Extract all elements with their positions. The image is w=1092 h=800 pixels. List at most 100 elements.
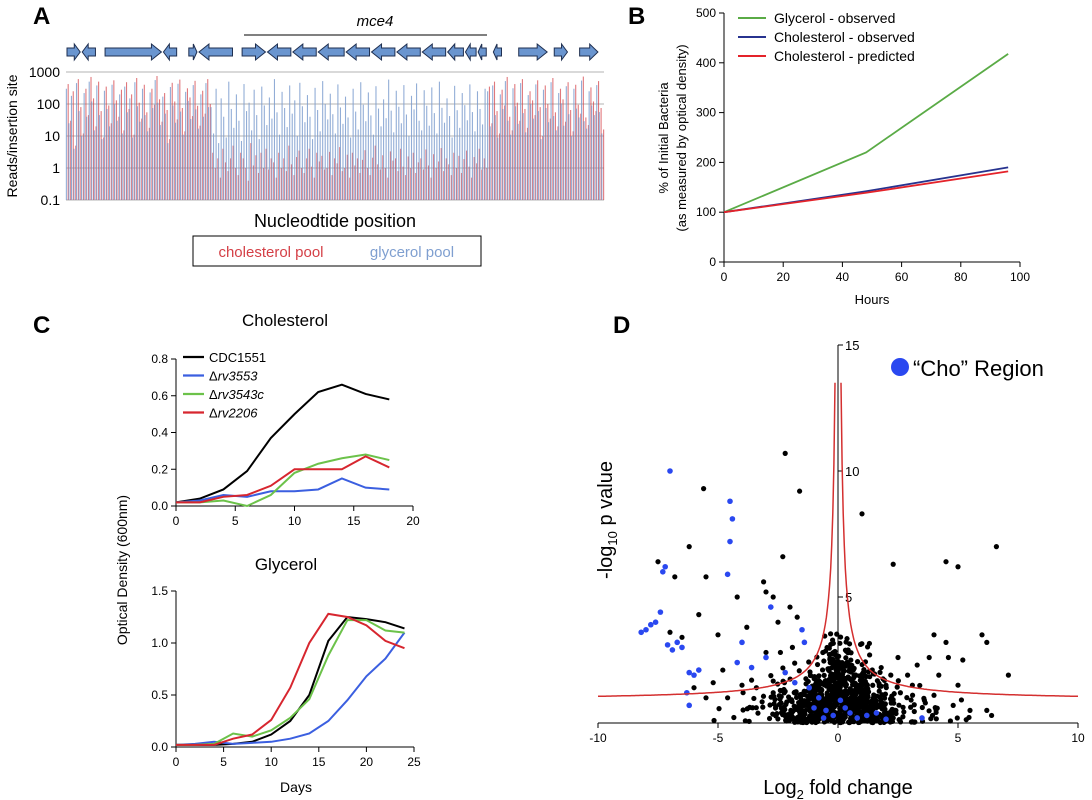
panel-a-xlabel: Nucleodtide position bbox=[254, 211, 416, 231]
volcano-point bbox=[832, 701, 838, 708]
volcano-point bbox=[806, 659, 812, 665]
volcano-point bbox=[861, 717, 867, 723]
volcano-point bbox=[849, 718, 855, 725]
cho-region-point bbox=[830, 712, 836, 719]
panel-c-ytick-label: 0.0 bbox=[151, 740, 168, 754]
panel-b-xtick-label: 20 bbox=[777, 270, 791, 284]
cho-region-point bbox=[734, 659, 740, 666]
volcano-point bbox=[895, 654, 901, 661]
volcano-point bbox=[851, 665, 857, 671]
volcano-point bbox=[775, 619, 781, 625]
panel-a-ytick-label: 1000 bbox=[29, 64, 60, 80]
volcano-point bbox=[900, 704, 906, 710]
volcano-point bbox=[846, 689, 852, 695]
panel-c-ytick-label: 1.0 bbox=[151, 636, 168, 650]
cho-region-point bbox=[648, 621, 654, 628]
volcano-point bbox=[984, 707, 990, 714]
panel-c-bottom-title: Glycerol bbox=[255, 555, 317, 574]
panel-b-ylabel-sub: (as measured by optical density) bbox=[674, 44, 689, 231]
panel-b-legend-label: Glycerol - observed bbox=[774, 10, 895, 26]
volcano-point bbox=[835, 681, 841, 688]
panel-b-xtick-label: 60 bbox=[895, 270, 909, 284]
cho-region-point bbox=[792, 679, 798, 686]
volcano-threshold-curve bbox=[598, 382, 836, 698]
volcano-point bbox=[842, 647, 849, 653]
volcano-point bbox=[917, 682, 923, 689]
cho-region-point bbox=[883, 716, 889, 723]
volcano-point bbox=[830, 685, 837, 691]
legend-delta: Δ bbox=[209, 387, 218, 402]
gene-arrow bbox=[396, 42, 421, 62]
volcano-point bbox=[667, 629, 673, 635]
volcano-point bbox=[858, 688, 864, 694]
panel-b-xtick-label: 80 bbox=[954, 270, 968, 284]
volcano-point bbox=[861, 678, 867, 685]
panel-c-legend-label: CDC1551 bbox=[209, 350, 266, 365]
volcano-point bbox=[943, 639, 949, 645]
panel-d-xtick-label: 0 bbox=[835, 731, 842, 745]
panel-b-ytick-label: 100 bbox=[696, 205, 716, 219]
cho-region-point bbox=[768, 604, 774, 610]
panel-d-xlabel-sub: 2 bbox=[797, 787, 804, 800]
panel-d-ylabel: -log10 p value bbox=[595, 461, 620, 579]
panel-c-series-line bbox=[175, 632, 406, 746]
volcano-point bbox=[744, 624, 750, 630]
volcano-point bbox=[849, 678, 855, 685]
volcano-point bbox=[857, 677, 863, 684]
volcano-point bbox=[763, 649, 769, 656]
panel-c-xtick-label: 15 bbox=[312, 755, 326, 769]
cho-region-point bbox=[638, 629, 644, 636]
volcano-point bbox=[826, 676, 832, 682]
panel-c-series-line bbox=[175, 477, 390, 504]
volcano-point bbox=[881, 695, 888, 701]
cho-region-point bbox=[674, 639, 680, 646]
legend-gene-name: rv3543c bbox=[218, 387, 265, 402]
panel-c-ytick-label: 0.8 bbox=[151, 352, 168, 366]
volcano-point bbox=[776, 693, 782, 699]
volcano-point bbox=[854, 699, 861, 705]
panel-d-xlabel-main: Log bbox=[763, 777, 796, 799]
volcano-point bbox=[908, 704, 914, 710]
cho-region-point bbox=[729, 516, 736, 522]
cho-region-point bbox=[691, 672, 697, 678]
volcano-point bbox=[839, 714, 845, 720]
panel-c-bottom-lines bbox=[175, 612, 406, 746]
volcano-point bbox=[868, 706, 874, 712]
volcano-point bbox=[787, 604, 793, 610]
cho-region-point bbox=[919, 715, 925, 721]
volcano-point bbox=[801, 719, 807, 725]
cho-region-point bbox=[727, 498, 733, 505]
legend-glycerol-pool: glycerol pool bbox=[370, 244, 454, 261]
volcano-point bbox=[908, 697, 914, 703]
volcano-point bbox=[911, 702, 917, 708]
volcano-point bbox=[859, 709, 865, 715]
volcano-point bbox=[679, 634, 685, 640]
gene-arrow bbox=[241, 42, 267, 62]
volcano-point bbox=[814, 714, 820, 721]
volcano-point bbox=[810, 685, 816, 691]
volcano-point bbox=[821, 658, 827, 664]
gene-arrow bbox=[198, 42, 233, 62]
volcano-point bbox=[703, 695, 709, 701]
gene-arrow bbox=[317, 42, 345, 62]
cho-region-point bbox=[664, 642, 671, 648]
volcano-point bbox=[827, 631, 834, 637]
panel-c-legend-label: Δrv3543c bbox=[209, 387, 264, 402]
volcano-point bbox=[884, 710, 890, 716]
volcano-point bbox=[780, 665, 786, 671]
insertion-bars bbox=[65, 75, 605, 200]
volcano-point bbox=[919, 704, 925, 711]
volcano-point bbox=[850, 697, 857, 703]
panel-c-series-line bbox=[175, 383, 390, 504]
volcano-point bbox=[773, 713, 779, 719]
cho-region-point bbox=[660, 569, 666, 575]
volcano-point bbox=[842, 709, 848, 716]
volcano-point bbox=[897, 719, 904, 725]
panel-c-legend-label: Δrv2206 bbox=[209, 406, 258, 421]
panel-b-ytick-label: 200 bbox=[696, 155, 716, 169]
volcano-point bbox=[843, 655, 849, 661]
volcano-point bbox=[795, 717, 801, 723]
gene-arrow bbox=[266, 42, 292, 62]
volcano-point bbox=[834, 631, 840, 637]
